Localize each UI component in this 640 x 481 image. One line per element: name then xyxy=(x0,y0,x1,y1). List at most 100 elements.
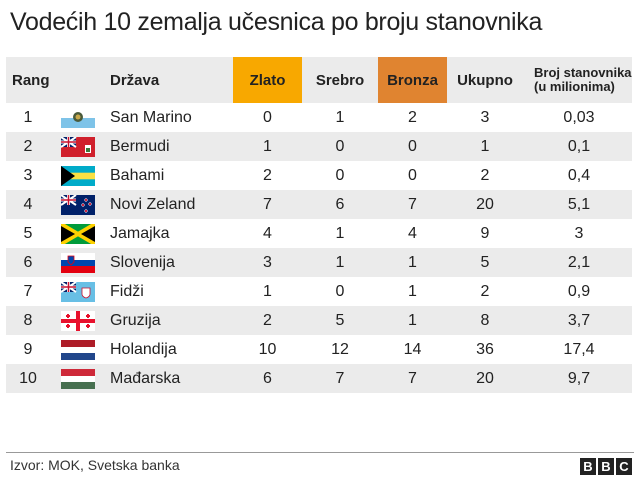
header-gold: Zlato xyxy=(233,57,302,103)
country-name: Bahami xyxy=(110,166,165,184)
header-silver: Srebro xyxy=(315,71,365,89)
gold-count: 4 xyxy=(263,224,272,242)
population: 17,4 xyxy=(563,340,595,358)
new-zealand-flag-icon xyxy=(61,190,95,219)
hungary-flag-icon xyxy=(61,364,95,393)
total-count: 2 xyxy=(480,282,490,300)
georgia-flag-icon xyxy=(61,306,95,335)
table-row: 2 Bermudi 1 0 0 1 0,1 xyxy=(6,132,632,161)
bronze-count: 4 xyxy=(408,224,417,242)
bronze-count: 14 xyxy=(403,340,422,358)
gold-count: 0 xyxy=(263,108,272,126)
population: 3 xyxy=(574,224,584,242)
silver-count: 1 xyxy=(335,253,345,271)
rank: 10 xyxy=(19,369,37,387)
gold-count: 2 xyxy=(263,166,272,184)
total-count: 5 xyxy=(480,253,490,271)
population: 0,03 xyxy=(563,108,595,126)
rank: 1 xyxy=(23,108,33,126)
silver-count: 5 xyxy=(335,311,345,329)
population: 3,7 xyxy=(567,311,591,329)
silver-count: 1 xyxy=(335,108,345,126)
silver-count: 0 xyxy=(335,137,345,155)
header-total: Ukupno xyxy=(457,71,513,89)
table-row: 4 Novi Zeland 7 6 7 20 5,1 xyxy=(6,190,632,219)
table-row: 10 Mađarska 6 7 7 20 9,7 xyxy=(6,364,632,393)
gold-count: 6 xyxy=(263,369,272,387)
rank: 5 xyxy=(23,224,33,242)
silver-count: 7 xyxy=(335,369,345,387)
rank: 7 xyxy=(23,282,33,300)
gold-count: 7 xyxy=(263,195,272,213)
rank: 4 xyxy=(23,195,33,213)
rank: 9 xyxy=(23,340,33,358)
country-name: Jamajka xyxy=(110,224,170,242)
bronze-count: 0 xyxy=(408,137,417,155)
bronze-count: 1 xyxy=(408,253,417,271)
medal-table: Rang Država Zlato Srebro Bronza Ukupno B… xyxy=(6,57,632,393)
rank: 2 xyxy=(23,137,33,155)
country-name: Bermudi xyxy=(110,137,170,155)
silver-count: 6 xyxy=(335,195,345,213)
gold-count: 3 xyxy=(263,253,272,271)
country-name: Novi Zeland xyxy=(110,195,196,213)
netherlands-flag-icon xyxy=(61,335,95,364)
table-row: 8 Gruzija 2 5 1 8 3,7 xyxy=(6,306,632,335)
silver-count: 0 xyxy=(335,166,345,184)
gold-count: 1 xyxy=(263,282,272,300)
country-name: Fidži xyxy=(110,282,144,300)
rank: 8 xyxy=(23,311,33,329)
population: 0,9 xyxy=(567,282,591,300)
rank: 6 xyxy=(23,253,33,271)
bronze-count: 7 xyxy=(408,369,417,387)
total-count: 8 xyxy=(480,311,490,329)
header-population: Broj stanovnika (u milionima) xyxy=(534,65,632,94)
population: 0,1 xyxy=(567,137,591,155)
table-row: 9 Holandija 10 12 14 36 17,4 xyxy=(6,335,632,364)
slovenia-flag-icon xyxy=(61,248,95,277)
country-name: Gruzija xyxy=(110,311,161,329)
country-name: San Marino xyxy=(110,108,192,126)
population: 2,1 xyxy=(567,253,591,271)
header-bronze: Bronza xyxy=(378,57,447,103)
san-marino-flag-icon xyxy=(61,103,95,132)
table-row: 5 Jamajka 4 1 4 9 3 xyxy=(6,219,632,248)
bronze-count: 1 xyxy=(408,282,417,300)
bronze-count: 0 xyxy=(408,166,417,184)
header-country: Država xyxy=(110,71,160,89)
country-name: Holandija xyxy=(110,340,177,358)
gold-count: 1 xyxy=(263,137,272,155)
fiji-flag-icon xyxy=(61,277,95,306)
total-count: 2 xyxy=(480,166,490,184)
total-count: 1 xyxy=(480,137,490,155)
bahamas-flag-icon xyxy=(61,161,95,190)
population: 5,1 xyxy=(567,195,591,213)
total-count: 36 xyxy=(476,340,494,358)
table-row: 3 Bahami 2 0 0 2 0,4 xyxy=(6,161,632,190)
silver-count: 12 xyxy=(331,340,349,358)
footer-divider xyxy=(6,452,634,453)
table-header: Rang Država Zlato Srebro Bronza Ukupno B… xyxy=(6,57,632,103)
bronze-count: 2 xyxy=(408,108,417,126)
total-count: 9 xyxy=(480,224,490,242)
total-count: 20 xyxy=(476,369,494,387)
population: 0,4 xyxy=(567,166,591,184)
country-name: Slovenija xyxy=(110,253,175,271)
country-name: Mađarska xyxy=(110,369,181,387)
jamaica-flag-icon xyxy=(61,219,95,248)
bermuda-flag-icon xyxy=(61,132,95,161)
population: 9,7 xyxy=(567,369,591,387)
silver-count: 1 xyxy=(335,224,345,242)
source-note: Izvor: MOK, Svetska banka xyxy=(10,457,180,473)
gold-count: 10 xyxy=(258,340,277,358)
bronze-count: 1 xyxy=(408,311,417,329)
silver-count: 0 xyxy=(335,282,345,300)
total-count: 3 xyxy=(480,108,490,126)
table-row: 7 Fidži 1 0 1 2 0,9 xyxy=(6,277,632,306)
gold-count: 2 xyxy=(263,311,272,329)
page-title: Vodećih 10 zemalja učesnica po broju sta… xyxy=(10,8,543,36)
table-row: 1 San Marino 0 1 2 3 0,03 xyxy=(6,103,632,132)
rank: 3 xyxy=(23,166,33,184)
header-rang: Rang xyxy=(12,71,50,89)
